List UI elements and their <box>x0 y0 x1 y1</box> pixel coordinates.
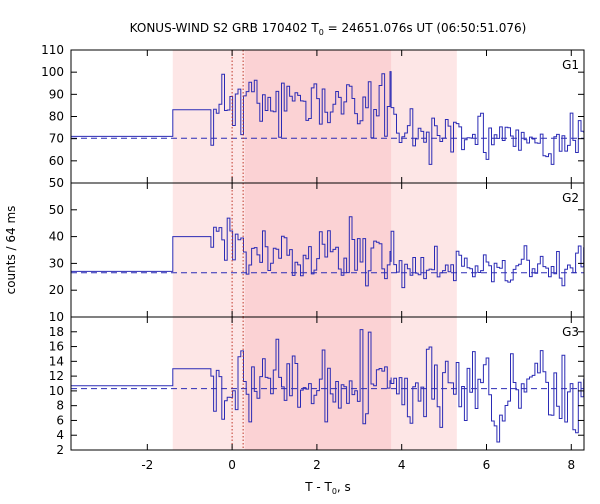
y-tick-label: 40 <box>49 230 64 244</box>
y-tick-label: 60 <box>49 154 64 168</box>
x-tick-label: 4 <box>398 458 406 472</box>
x-tick-label: 6 <box>483 458 491 472</box>
panel-label-g1: G1 <box>562 58 579 72</box>
y-tick-label: 80 <box>49 110 64 124</box>
y-tick-label: 50 <box>49 203 64 217</box>
plot-area: 5060708090100110G11020304050G22468101214… <box>41 43 585 472</box>
y-tick-label: 16 <box>49 340 64 354</box>
x-tick-label: -2 <box>141 458 153 472</box>
shaded-region-1 <box>244 50 392 450</box>
y-tick-label: 110 <box>41 43 64 57</box>
y-tick-label: 8 <box>56 399 64 413</box>
panel-frame-g3 <box>70 316 585 451</box>
chart-title: KONUS-WIND S2 GRB 170402 T0 = 24651.076s… <box>130 21 527 37</box>
series-line-g3 <box>71 329 585 443</box>
x-axis-label: T - T0, s <box>304 480 351 496</box>
y-tick-label: 50 <box>49 176 64 190</box>
y-tick-label: 30 <box>49 256 64 270</box>
y-tick-label: 14 <box>49 354 64 368</box>
y-tick-label: 2 <box>56 443 64 457</box>
y-tick-label: 10 <box>49 384 64 398</box>
x-tick-label: 2 <box>313 458 321 472</box>
y-axis-label: counts / 64 ms <box>4 206 18 295</box>
y-tick-label: 10 <box>49 310 64 324</box>
series-line-g1 <box>71 71 585 165</box>
y-tick-label: 100 <box>41 65 64 79</box>
x-tick-label: 0 <box>228 458 236 472</box>
y-tick-label: 6 <box>56 413 64 427</box>
y-tick-label: 12 <box>49 369 64 383</box>
y-tick-label: 4 <box>56 428 64 442</box>
panel-label-g2: G2 <box>562 191 579 205</box>
y-tick-label: 90 <box>49 87 64 101</box>
y-tick-label: 70 <box>49 132 64 146</box>
y-tick-label: 18 <box>49 325 64 339</box>
panel-label-g3: G3 <box>562 325 579 339</box>
x-tick-label: 8 <box>567 458 575 472</box>
y-tick-label: 20 <box>49 283 64 297</box>
series-line-g2 <box>71 216 585 289</box>
